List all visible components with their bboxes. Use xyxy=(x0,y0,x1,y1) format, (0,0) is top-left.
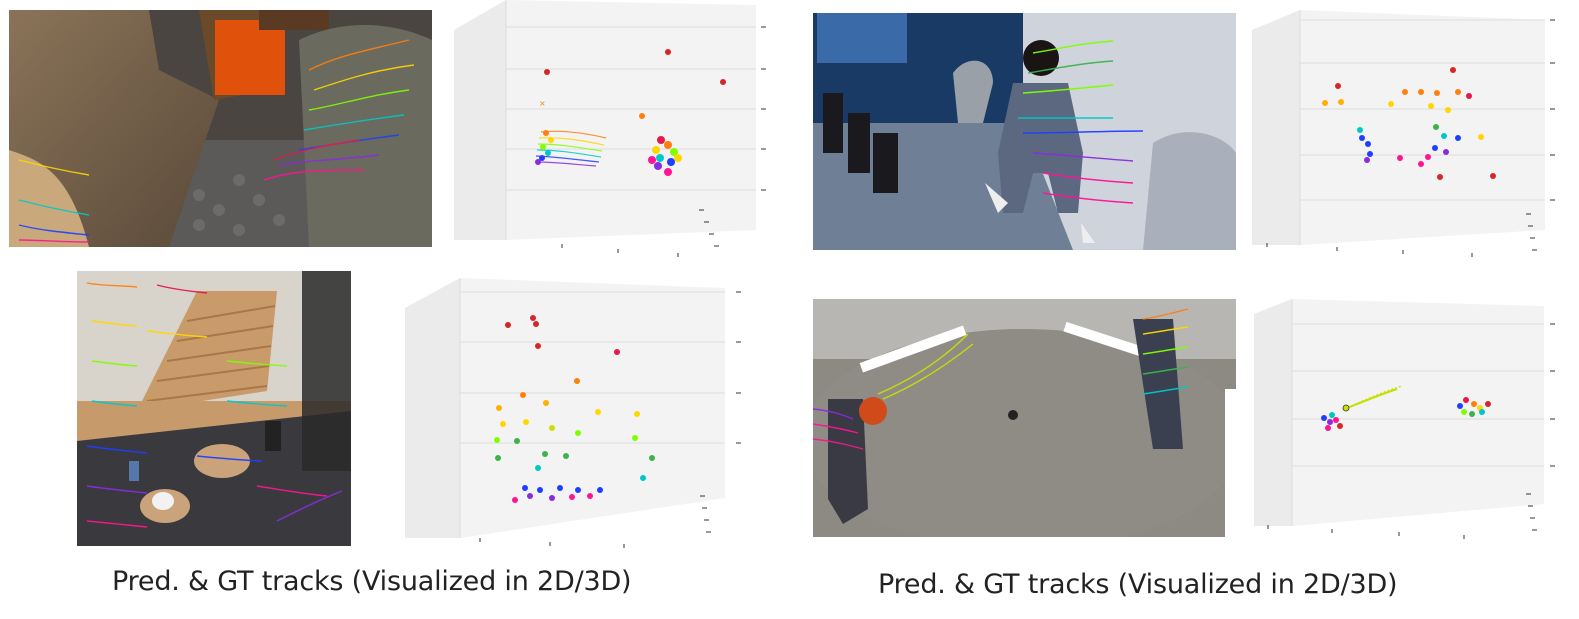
track-plot-3d-gym xyxy=(1252,294,1562,544)
scene-frame-cave xyxy=(9,10,432,247)
track-cluster xyxy=(1322,67,1496,180)
plot-3d-axes xyxy=(405,278,741,548)
scene-frame-kitchen xyxy=(77,271,351,546)
cave-scene-image xyxy=(9,10,432,247)
track-plot-3d-office xyxy=(1250,0,1562,262)
caption-right: Pred. & GT tracks (Visualized in 2D/3D) xyxy=(878,569,1398,600)
scene-frame-office xyxy=(813,13,1236,250)
plot-3d-axes: × xyxy=(454,0,766,257)
gym-scene-image xyxy=(813,299,1236,537)
svg-text:×: × xyxy=(539,99,546,108)
track-cluster: × xyxy=(535,49,726,176)
office-scene-image xyxy=(813,13,1236,250)
scene-frame-gym xyxy=(813,299,1236,537)
track-plot-3d-kitchen xyxy=(400,278,745,548)
track-cluster xyxy=(494,315,655,503)
plot-3d-axes xyxy=(1252,10,1555,257)
track-plot-3d-cave: × xyxy=(446,0,776,262)
plot-3d-axes xyxy=(1254,299,1555,539)
track-cluster xyxy=(1321,385,1491,431)
caption-left: Pred. & GT tracks (Visualized in 2D/3D) xyxy=(112,566,632,597)
kitchen-scene-image xyxy=(77,271,351,546)
